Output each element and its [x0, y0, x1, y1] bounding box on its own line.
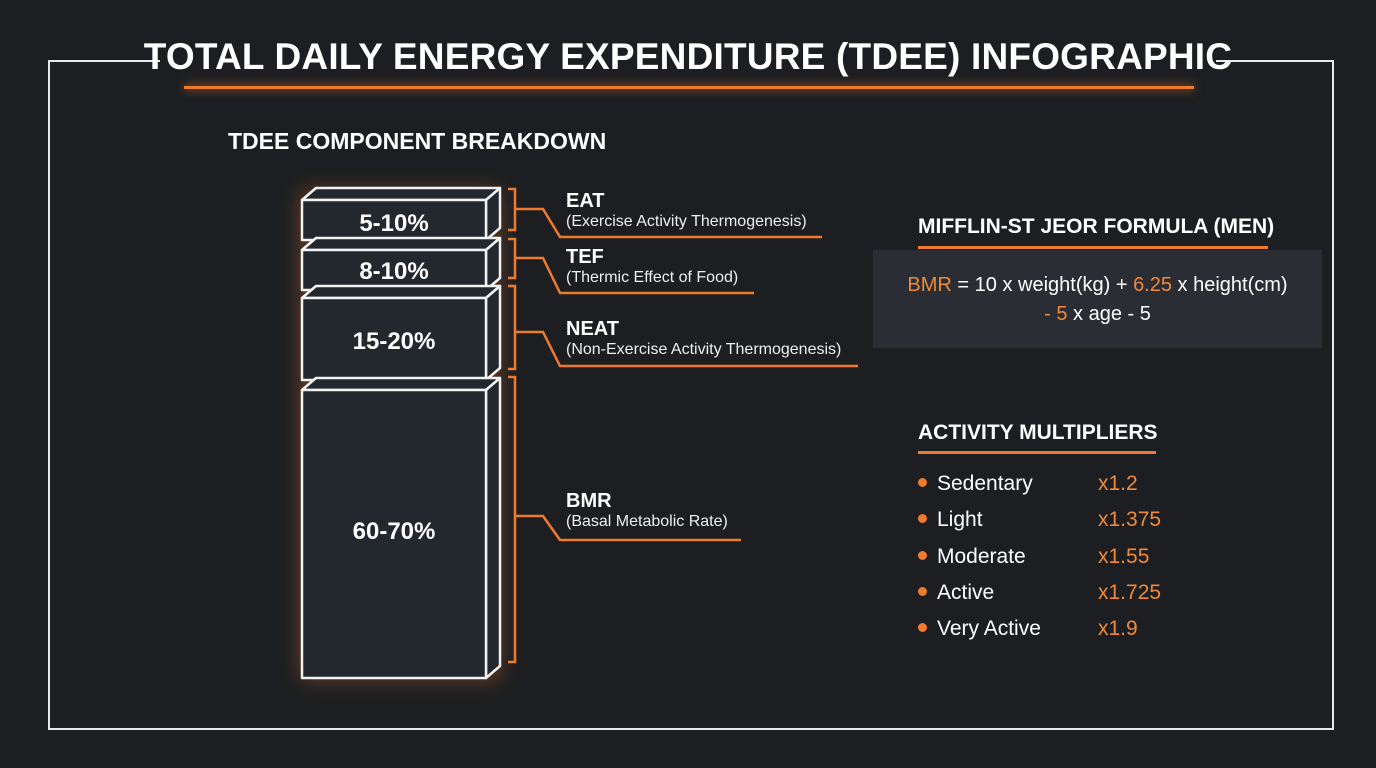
multipliers-heading: ACTIVITY MULTIPLIERS: [918, 421, 1158, 444]
neat-label: NEAT (Non-Exercise Activity Thermogenesi…: [566, 318, 841, 359]
bracket-bmr: [508, 375, 517, 664]
leader-tef: [515, 256, 754, 295]
multiplier-value: x1.375: [1098, 508, 1162, 531]
leader-eat: [515, 207, 822, 239]
bullet-icon: [918, 550, 927, 560]
multiplier-label: Active: [937, 581, 995, 604]
formula-heading: MIFFLIN-ST JEOR FORMULA (MEN): [918, 215, 1275, 238]
multiplier-label: Very Active: [937, 617, 1041, 640]
neat-abbr: NEAT: [566, 318, 619, 340]
multiplier-row: Light x1.375: [918, 508, 1161, 532]
eat-abbr: EAT: [566, 190, 605, 212]
multiplier-label: Moderate: [937, 545, 1026, 568]
bmr-abbr: BMR: [566, 490, 612, 512]
bmr-name: (Basal Metabolic Rate): [566, 513, 728, 530]
formula-coef: 6.25: [1133, 274, 1172, 296]
formula-bmr: BMR: [907, 274, 952, 296]
bmr-label: BMR (Basal Metabolic Rate): [566, 490, 728, 531]
page-title: TOTAL DAILY ENERGY EXPENDITURE (TDEE) IN…: [143, 36, 1233, 77]
formula-box: BMR = 10 x weight(kg) + 6.25 x height(cm…: [873, 250, 1322, 348]
eat-name: (Exercise Activity Thermogenesis): [566, 213, 807, 230]
multiplier-value: x1.55: [1098, 545, 1150, 568]
multiplier-label: Sedentary: [937, 472, 1033, 495]
formula-line-1: BMR = 10 x weight(kg) + 6.25 x height(cm…: [873, 274, 1322, 297]
bracket-tef: [508, 237, 517, 280]
tef-label: TEF (Thermic Effect of Food): [566, 246, 738, 287]
bmr-percent: 60-70%: [352, 518, 436, 545]
formula-text: x age - 5: [1067, 303, 1151, 325]
multiplier-row: Sedentary x1.2: [918, 472, 1138, 496]
multiplier-value: x1.2: [1098, 472, 1138, 495]
tef-abbr: TEF: [566, 246, 604, 268]
multipliers-underline: [918, 451, 1156, 454]
formula-coef: - 5: [1044, 303, 1068, 325]
formula-text: x height(cm): [1172, 274, 1288, 296]
multiplier-value: x1.9: [1098, 617, 1138, 640]
bullet-icon: [918, 622, 927, 632]
leader-bmr: [515, 514, 741, 542]
bullet-icon: [918, 586, 927, 596]
block-neat: [300, 284, 502, 382]
eat-percent: 5-10%: [359, 210, 429, 237]
block-bmr: [300, 376, 502, 680]
bullet-icon: [918, 513, 927, 523]
multiplier-row: Very Active x1.9: [918, 617, 1138, 641]
bracket-eat: [508, 187, 517, 232]
block-tef: [300, 236, 502, 292]
leader-neat: [515, 330, 858, 368]
eat-label: EAT (Exercise Activity Thermogenesis): [566, 190, 807, 231]
formula-line-2: - 5 x age - 5: [873, 303, 1322, 326]
tef-percent: 8-10%: [359, 258, 429, 285]
formula-underline: [918, 246, 1268, 249]
neat-name: (Non-Exercise Activity Thermogenesis): [566, 341, 842, 358]
bracket-neat: [508, 284, 517, 371]
multiplier-label: Light: [937, 508, 983, 531]
title-backdrop: [160, 30, 1216, 94]
formula-text: = 10 x weight(kg) +: [951, 274, 1134, 296]
multiplier-row: Active x1.725: [918, 581, 1161, 605]
neat-percent: 15-20%: [352, 328, 436, 355]
tef-name: (Thermic Effect of Food): [566, 269, 739, 286]
multiplier-value: x1.725: [1098, 581, 1162, 604]
multiplier-row: Moderate x1.55: [918, 545, 1149, 569]
block-eat: [300, 186, 502, 242]
bullet-icon: [918, 477, 927, 487]
breakdown-heading: TDEE COMPONENT BREAKDOWN: [228, 128, 607, 154]
title-underline: [184, 86, 1194, 89]
